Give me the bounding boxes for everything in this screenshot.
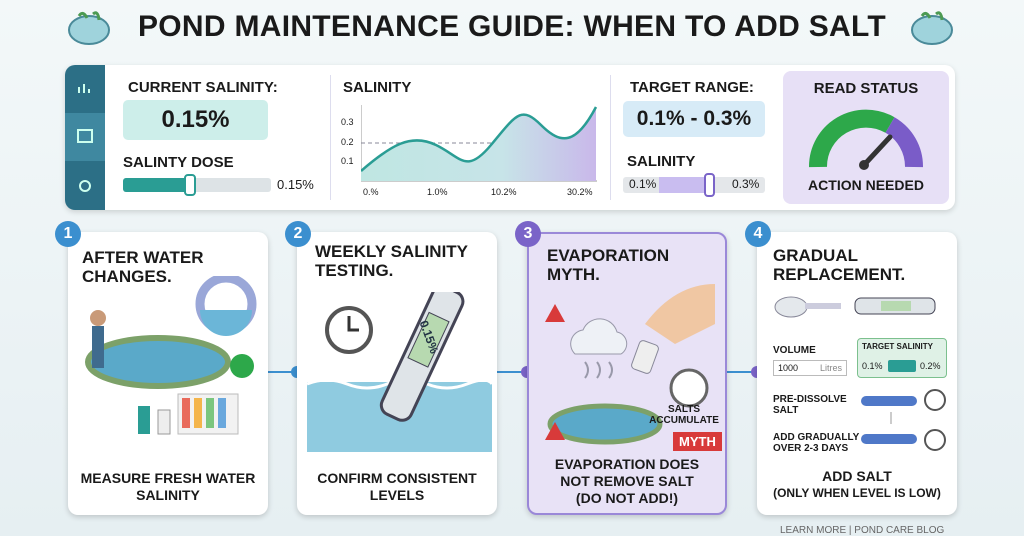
step-b: ADD GRADUALLY OVER 2-3 DAYS — [773, 432, 860, 454]
note: SALTS ACCUMULATE — [649, 404, 719, 426]
x-tick-label: 0.% — [363, 187, 379, 197]
target-box: TARGET SALINITY 0.1% 0.2% — [857, 338, 947, 378]
illustration — [545, 284, 715, 445]
y-tick-label: 0.3 — [341, 117, 354, 127]
step-card: WEEKLY SALINITY TESTING. 0.15% CONFIRM C… — [297, 232, 497, 515]
status-card: READ STATUS ACTION NEEDED — [783, 71, 949, 204]
target-value: 0.1% - 0.3% — [623, 101, 765, 137]
volume-label: VOLUME — [773, 345, 816, 356]
step-number: 4 — [745, 221, 771, 247]
target-max: 0.3% — [732, 177, 760, 191]
step-title: EVAPORATION MYTH. — [547, 246, 670, 284]
status-value: ACTION NEEDED — [808, 177, 924, 193]
step-title: AFTER WATER CHANGES. — [82, 248, 204, 286]
status-title: READ STATUS — [813, 80, 919, 97]
x-tick-label: 30.2% — [567, 187, 593, 197]
chart-title: SALINITY — [343, 79, 412, 96]
dashboard: CURRENT SALINITY: 0.15% SALINTY DOSE 0.1… — [65, 65, 955, 210]
tools — [774, 296, 936, 318]
target-min: 0.1% — [629, 177, 657, 191]
step-title: GRADUAL REPLACEMENT. — [773, 246, 906, 284]
step-number: 1 — [55, 221, 81, 247]
dose-slider[interactable] — [123, 173, 273, 197]
step-number: 2 — [285, 221, 311, 247]
target-min: 0.1% — [862, 361, 883, 371]
y-tick-label: 0.2 — [341, 136, 354, 147]
step-a: PRE-DISSOLVE SALT — [773, 394, 847, 416]
volume: 1000 — [778, 363, 799, 373]
y-tick-label: 0.1 — [341, 156, 354, 166]
step-subcaption: (DO NOT ADD!) — [575, 490, 679, 506]
gauge — [808, 109, 924, 170]
target-slider-label: SALINITY — [627, 153, 696, 170]
step-title: WEEKLY SALINITY TESTING. — [315, 242, 468, 280]
step-card: AFTER WATER CHANGES. MEASURE FRESH WATER… — [68, 232, 268, 515]
step-subcaption: (ONLY WHEN LEVEL IS LOW) — [773, 486, 941, 500]
target-slider[interactable] — [623, 173, 765, 197]
step-caption: ADD SALT — [822, 468, 892, 484]
x-tick-label: 10.2% — [491, 187, 517, 197]
pond-icon — [911, 11, 953, 45]
sidebar — [65, 65, 105, 210]
progress-bars — [861, 389, 946, 451]
illustration — [85, 276, 257, 435]
sidebar-icons — [65, 84, 105, 192]
step-caption: MEASURE FRESH WATER SALINITY — [80, 470, 256, 503]
salinity-curve — [361, 105, 598, 182]
page-title: POND MAINTENANCE GUIDE: WHEN TO ADD SALT — [137, 10, 887, 43]
step-caption: CONFIRM CONSISTENT LEVELS — [317, 470, 477, 503]
step-caption: EVAPORATION DOES NOT REMOVE SALT — [554, 456, 700, 489]
target-max: 0.2% — [920, 361, 941, 371]
step-card: GRADUAL REPLACEMENT. VOLUME 1000 Litres T… — [757, 232, 957, 515]
illustration — [307, 292, 492, 452]
unit: Litres — [819, 363, 842, 373]
pond-icon — [68, 11, 110, 45]
dose-label: SALINTY DOSE — [123, 154, 234, 171]
target-label: TARGET RANGE: — [630, 79, 754, 96]
step-number: 3 — [515, 221, 541, 247]
target-label: TARGET SALINITY — [862, 342, 933, 351]
y-tick-labels: 0.3 0.2 0.1 — [341, 113, 354, 172]
step-card: EVAPORATION MYTH. SALTS ACCUMULATE MYTH … — [527, 232, 727, 515]
myth-tag: MYTH — [673, 432, 722, 451]
current-label: CURRENT SALINITY: — [128, 79, 278, 96]
x-tick-label: 1.0% — [427, 187, 448, 197]
volume-input[interactable]: 1000 Litres — [773, 360, 847, 376]
footer-link[interactable]: LEARN MORE | POND CARE BLOG — [780, 525, 945, 536]
dose-value: 0.15% — [277, 177, 314, 192]
current-value: 0.15% — [123, 100, 268, 140]
